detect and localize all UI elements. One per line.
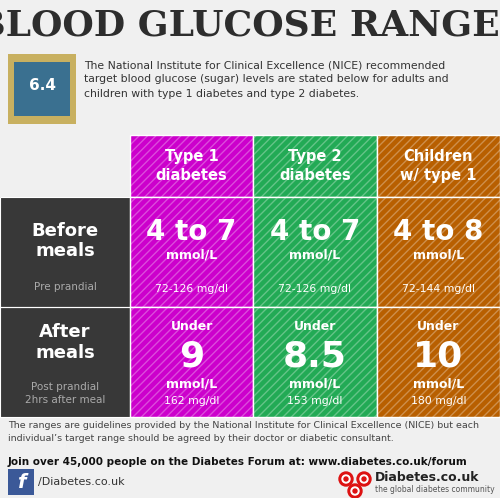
Circle shape <box>362 477 366 481</box>
Text: 72-126 mg/dl: 72-126 mg/dl <box>155 284 228 294</box>
Text: 9: 9 <box>179 340 204 374</box>
Bar <box>130 135 254 197</box>
Bar <box>254 135 376 197</box>
Circle shape <box>353 489 357 493</box>
Text: 2hrs after meal: 2hrs after meal <box>25 395 105 405</box>
Bar <box>254 307 376 417</box>
Text: 162 mg/dl: 162 mg/dl <box>164 396 220 406</box>
Text: mmol/L: mmol/L <box>412 377 464 390</box>
Text: Under: Under <box>294 320 336 333</box>
Bar <box>130 307 254 417</box>
Text: mmol/L: mmol/L <box>290 377 341 390</box>
Text: 4 to 7: 4 to 7 <box>270 218 360 246</box>
Bar <box>130 135 254 197</box>
Circle shape <box>357 472 371 486</box>
Text: 4 to 7: 4 to 7 <box>146 218 237 246</box>
Bar <box>130 197 254 307</box>
Text: The ranges are guidelines provided by the National Institute for Clinical Excell: The ranges are guidelines provided by th… <box>8 421 479 443</box>
Text: 6.4: 6.4 <box>28 78 56 93</box>
Bar <box>376 135 500 197</box>
Bar <box>14 62 70 116</box>
Text: Diabetes.co.uk: Diabetes.co.uk <box>375 471 480 484</box>
Circle shape <box>344 477 348 481</box>
Text: BLOOD GLUCOSE RANGES: BLOOD GLUCOSE RANGES <box>0 8 500 42</box>
Text: The National Institute for Clinical Excellence (NICE) recommended
target blood g: The National Institute for Clinical Exce… <box>84 60 448 99</box>
Text: f: f <box>17 473 25 492</box>
Circle shape <box>342 475 350 483</box>
Text: /Diabetes.co.uk: /Diabetes.co.uk <box>38 477 124 487</box>
Bar <box>376 307 500 417</box>
Text: Children
w/ type 1: Children w/ type 1 <box>400 148 476 183</box>
Bar <box>254 197 376 307</box>
Text: mmol/L: mmol/L <box>166 377 218 390</box>
Circle shape <box>360 475 368 483</box>
Bar <box>130 307 254 417</box>
Bar <box>0 307 130 417</box>
Text: 72-126 mg/dl: 72-126 mg/dl <box>278 284 351 294</box>
Bar <box>8 469 34 495</box>
Text: mmol/L: mmol/L <box>412 249 464 262</box>
Text: Post prandial: Post prandial <box>31 382 99 392</box>
Text: 10: 10 <box>413 340 464 374</box>
Circle shape <box>351 487 359 495</box>
Circle shape <box>348 484 362 498</box>
Text: Under: Under <box>417 320 460 333</box>
Bar <box>0 197 130 307</box>
Bar <box>0 197 130 307</box>
Bar <box>0 307 130 417</box>
Text: Before
meals: Before meals <box>32 222 98 260</box>
Bar <box>8 54 76 124</box>
Text: 72-144 mg/dl: 72-144 mg/dl <box>402 284 475 294</box>
Text: 180 mg/dl: 180 mg/dl <box>410 396 466 406</box>
Text: 4 to 8: 4 to 8 <box>393 218 484 246</box>
Bar <box>376 307 500 417</box>
Bar <box>254 197 376 307</box>
Text: the global diabetes community: the global diabetes community <box>375 485 494 494</box>
Text: 153 mg/dl: 153 mg/dl <box>288 396 343 406</box>
Text: Under: Under <box>170 320 213 333</box>
Text: After
meals: After meals <box>35 323 95 362</box>
Text: Type 2
diabetes: Type 2 diabetes <box>279 148 351 183</box>
Bar <box>376 197 500 307</box>
Circle shape <box>339 472 353 486</box>
Text: Pre prandial: Pre prandial <box>34 282 96 292</box>
Bar <box>376 197 500 307</box>
Bar <box>254 135 376 197</box>
Text: Type 1
diabetes: Type 1 diabetes <box>156 148 228 183</box>
Text: mmol/L: mmol/L <box>290 249 341 262</box>
Text: 8.5: 8.5 <box>283 340 347 374</box>
Bar <box>376 135 500 197</box>
Bar <box>254 307 376 417</box>
Bar <box>130 197 254 307</box>
Text: mmol/L: mmol/L <box>166 249 218 262</box>
Text: Join over 45,000 people on the Diabetes Forum at: www.diabetes.co.uk/forum: Join over 45,000 people on the Diabetes … <box>8 457 468 467</box>
